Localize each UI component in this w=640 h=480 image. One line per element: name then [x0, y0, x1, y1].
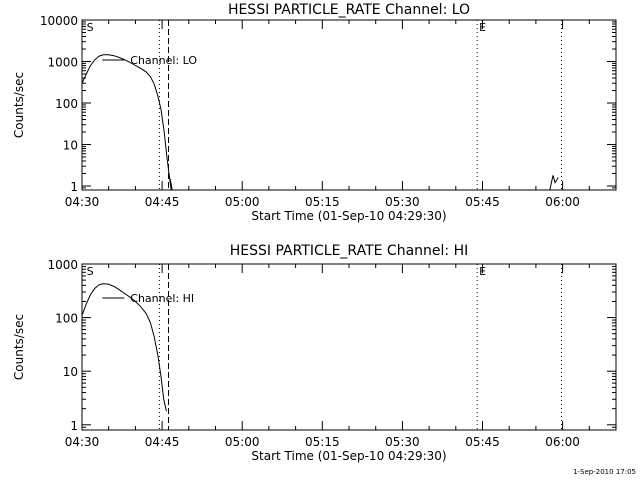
- y-tick-label: 10: [63, 138, 78, 152]
- x-axis-title: Start Time (01-Sep-10 04:29:30): [251, 449, 446, 463]
- y-tick-label: 10000: [40, 14, 78, 28]
- x-tick-label: 04:45: [145, 435, 180, 449]
- x-tick-label: 05:30: [385, 195, 420, 209]
- y-tick-label: 100: [55, 97, 78, 111]
- x-tick-label: 05:45: [465, 435, 500, 449]
- chart-title: HESSI PARTICLE_RATE Channel: HI: [230, 243, 468, 259]
- plot-frame: [81, 263, 617, 431]
- y-tick-label: 1: [70, 180, 78, 194]
- x-tick-label: 04:45: [145, 195, 180, 209]
- legend-label: Channel: LO: [130, 54, 197, 67]
- y-tick-label: 10: [63, 365, 78, 379]
- series-line: [81, 54, 172, 191]
- x-tick-label: 05:00: [225, 435, 260, 449]
- x-tick-label: 04:30: [65, 435, 100, 449]
- x-axis-title: Start Time (01-Sep-10 04:29:30): [251, 209, 446, 223]
- y-tick-label: 1000: [47, 55, 78, 69]
- y-tick-label: 1000: [47, 258, 78, 272]
- y-tick-label: 1: [70, 419, 78, 433]
- plot-timestamp: 1-Sep-2010 17:05: [573, 468, 636, 476]
- x-tick-label: 05:15: [305, 435, 340, 449]
- x-tick-label: 05:15: [305, 195, 340, 209]
- marker-label-s: S: [87, 21, 94, 34]
- chart-panel-hi: HESSI PARTICLE_RATE Channel: HI 1 10 100 100…: [12, 243, 617, 463]
- y-axis-title: Counts/sec: [12, 72, 26, 138]
- x-tick-label: 05:30: [385, 435, 420, 449]
- series-line: [169, 178, 173, 191]
- plot-frame: [81, 19, 617, 191]
- x-tick-label: 04:30: [65, 195, 100, 209]
- legend-label: Channel: HI: [130, 292, 194, 305]
- marker-label-e: E: [479, 21, 486, 34]
- x-tick-label: 05:00: [225, 195, 260, 209]
- y-axis-title: Counts/sec: [12, 314, 26, 380]
- x-tick-label: 06:00: [545, 195, 580, 209]
- marker-label-s: S: [87, 265, 94, 278]
- chart-title: HESSI PARTICLE_RATE Channel: LO: [228, 2, 470, 18]
- x-tick-label: 06:00: [545, 435, 580, 449]
- chart-panel-lo: HESSI PARTICLE_RATE Channel: LO 1 10 100 100…: [12, 2, 617, 223]
- series-line: [549, 175, 559, 191]
- y-tick-label: 100: [55, 312, 78, 326]
- series-line: [81, 283, 167, 412]
- x-tick-label: 05:45: [465, 195, 500, 209]
- marker-label-e: E: [479, 265, 486, 278]
